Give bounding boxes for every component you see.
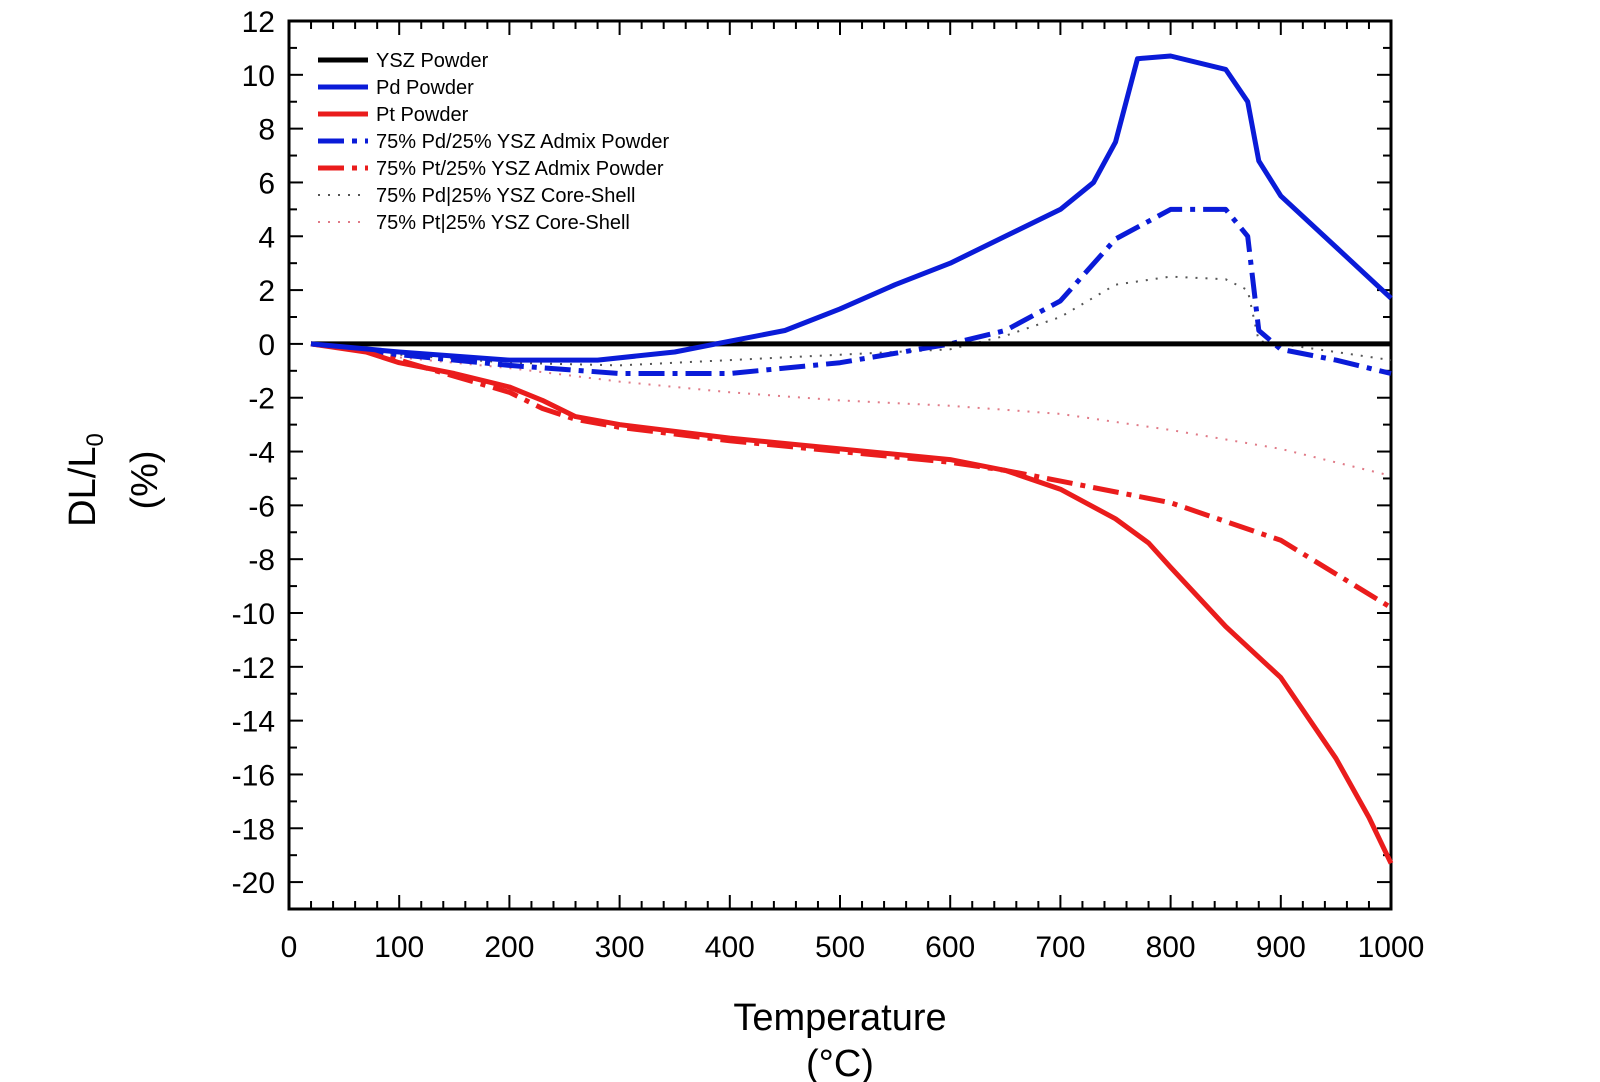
x-tick-label: 900: [1256, 931, 1306, 964]
y-axis-title: DL/L: [62, 447, 104, 527]
legend-label: 75% Pd/25% YSZ Admix Powder: [376, 131, 669, 153]
x-tick-label: 300: [595, 931, 645, 964]
y-tick-label: 10: [242, 60, 275, 93]
series-layer: [310, 53, 1394, 865]
x-tick-label: 0: [281, 931, 298, 964]
y-tick-label: 6: [258, 167, 275, 200]
x-tick-label: 500: [815, 931, 865, 964]
x-axis-title: Temperature: [733, 997, 946, 1039]
y-tick-label: -2: [248, 383, 275, 416]
y-tick-label: 4: [258, 221, 275, 254]
legend-label: 75% Pd|25% YSZ Core-Shell: [376, 185, 635, 207]
y-tick-label: -14: [232, 706, 275, 739]
y-tick-label: 0: [258, 329, 275, 362]
series-line-6: [310, 342, 1392, 477]
y-tick-label: -18: [232, 813, 275, 846]
legend-label: 75% Pt|25% YSZ Core-Shell: [376, 212, 630, 234]
x-tick-label: 700: [1035, 931, 1085, 964]
svg-text:DL/L0: DL/L0: [62, 433, 109, 527]
legend-label: Pd Powder: [376, 77, 474, 99]
y-tick-label: -4: [248, 437, 275, 470]
plot-area: [287, 19, 1393, 911]
x-tick-label: 800: [1146, 931, 1196, 964]
x-tick-label: 400: [705, 931, 755, 964]
y-tick-label: -16: [232, 759, 275, 792]
y-axis-subscript: 0: [82, 433, 109, 446]
legend-label: YSZ Powder: [376, 50, 489, 72]
series-line-3: [310, 206, 1392, 376]
y-axis-unit-group: (%): [124, 450, 166, 509]
y-tick-label: -10: [232, 598, 275, 631]
y-tick-label: 8: [258, 114, 275, 147]
legend: YSZ Powder Pd Powder Pt Powder 75% Pd/25% Y…: [318, 50, 669, 234]
y-tick-label: 2: [258, 275, 275, 308]
x-axis-unit: (°C): [806, 1043, 874, 1082]
y-axis-title-group: DL/L0: [62, 433, 109, 527]
y-tick-label: -6: [248, 490, 275, 523]
y-tick-label: -12: [232, 652, 275, 685]
series-line-1: [310, 53, 1393, 363]
y-tick-label: -20: [232, 867, 275, 900]
series-line-2: [310, 341, 1394, 865]
tick-labels: 0 100 200 300 400 500 600 700 800 900 1000 12 10 8 6 4 2…: [232, 6, 1425, 964]
y-axis-unit: (%): [124, 450, 166, 509]
y-tick-label: -8: [248, 544, 275, 577]
legend-label: 75% Pt/25% YSZ Admix Powder: [376, 158, 664, 180]
x-tick-label: 200: [484, 931, 534, 964]
x-tick-label: 1000: [1358, 931, 1425, 964]
y-tick-label: 12: [242, 6, 275, 39]
x-tick-label: 600: [925, 931, 975, 964]
legend-label: Pt Powder: [376, 104, 469, 126]
x-tick-label: 100: [374, 931, 424, 964]
axis-ticks: [288, 20, 1392, 910]
